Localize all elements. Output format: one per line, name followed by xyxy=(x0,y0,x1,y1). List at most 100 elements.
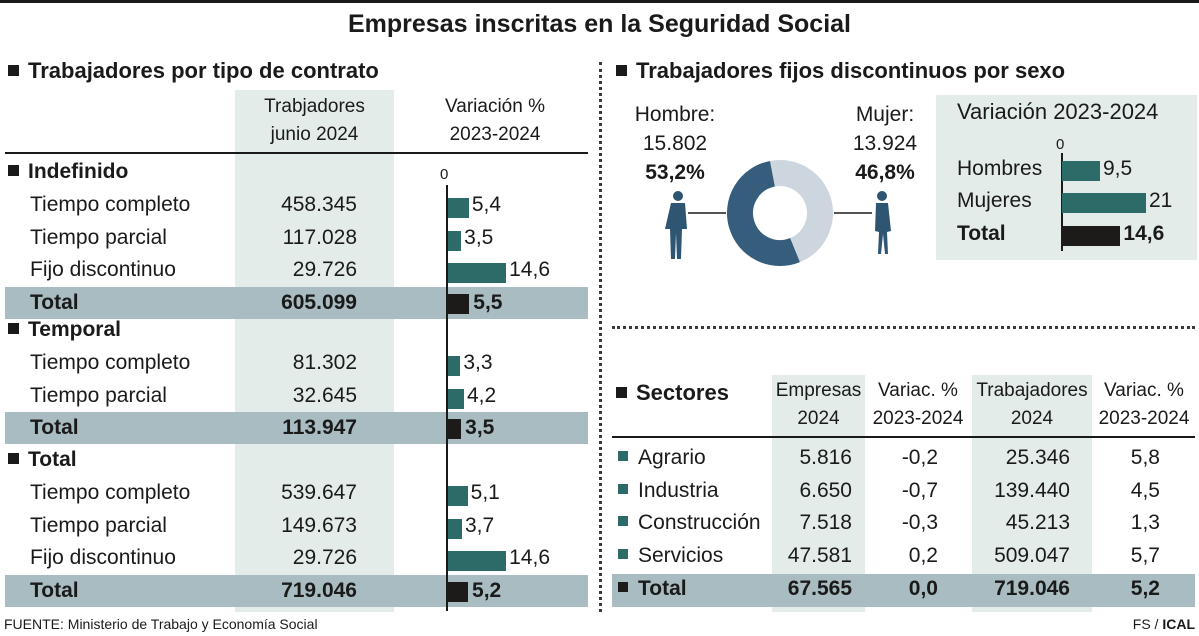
variacion-sexo-value: 21 xyxy=(1149,189,1173,212)
variacion-bar xyxy=(447,551,507,572)
variacion-label: 14,6 xyxy=(509,258,550,282)
col-trabajadores-header-line1: Trabjadores xyxy=(264,96,365,117)
header-line: 2024 xyxy=(1010,408,1054,429)
sectores-header-empresas: Empresas 2024 xyxy=(772,377,865,433)
row-label: Fijo discontinuo xyxy=(30,546,176,570)
footer-credit-brand: ICAL xyxy=(1162,616,1195,632)
sector-var-trabajadores: 5,7 xyxy=(1130,543,1160,567)
square-bullet-icon xyxy=(618,483,628,494)
square-bullet-icon xyxy=(618,548,628,559)
total-variacion-bar xyxy=(447,294,470,315)
donut-chart xyxy=(665,160,891,266)
sector-var-empresas: -0,7 xyxy=(901,478,938,502)
square-bullet-icon xyxy=(618,451,628,462)
col-trabajadores-header-line2: junio 2024 xyxy=(270,124,359,145)
header-line: 2023-2024 xyxy=(1098,408,1190,429)
square-bullet-icon xyxy=(616,386,627,398)
variacion-sexo-bar xyxy=(1062,193,1146,213)
hombre-pct: 53,2% xyxy=(645,161,705,184)
sexo-subtitle-text: Trabajadores fijos discontinuos por sexo xyxy=(636,58,1066,83)
sector-name: Industria xyxy=(638,478,719,502)
row-label: Tiempo completo xyxy=(30,480,191,504)
square-bullet-icon xyxy=(618,516,628,527)
hombre-block: Hombre: 15.802 53,2% xyxy=(620,100,730,187)
sector-label: Agrario xyxy=(618,446,706,470)
variacion-sexo-label: Hombres xyxy=(957,157,1043,180)
sectores-title-text: Sectores xyxy=(636,380,729,405)
sector-trabajadores: 139.440 xyxy=(994,478,1070,502)
row-trabajadores: 81.302 xyxy=(292,350,357,374)
variacion-sexo-label: Total xyxy=(957,222,1006,245)
sector-trabajadores: 45.213 xyxy=(1005,511,1070,534)
sector-var-empresas: 0,2 xyxy=(908,543,938,567)
footer-credit-prefix: FS / xyxy=(1132,616,1163,632)
total-variacion-label: 5,2 xyxy=(472,579,502,603)
sector-var-empresas: 0,0 xyxy=(908,577,938,600)
donut-slice-mujer xyxy=(770,160,833,263)
zero-axis xyxy=(446,185,448,611)
sector-empresas: 5.816 xyxy=(799,446,852,469)
sector-label: Construcción xyxy=(618,511,761,535)
variacion-sexo-bar xyxy=(1062,161,1100,181)
sector-empresas: 47.581 xyxy=(787,543,852,567)
total-variacion-label: 5,5 xyxy=(473,291,503,315)
row-label: Fijo discontinuo xyxy=(30,258,176,282)
sector-name: Servicios xyxy=(638,543,724,567)
variacion-bar xyxy=(447,485,468,506)
footer-source: FUENTE: Ministerio de Trabajo y Economía… xyxy=(4,616,318,632)
row-trabajadores: 539.647 xyxy=(281,480,357,504)
col-variacion-header: Variación % 2023-2024 xyxy=(415,93,575,149)
page-title: Empresas inscritas en la Seguridad Socia… xyxy=(348,10,851,38)
variacion-bar xyxy=(447,518,462,539)
square-bullet-icon xyxy=(8,164,19,176)
contratos-subtitle: Trabajadores por tipo de contrato xyxy=(8,58,379,84)
contratos-subtitle-text: Trabajadores por tipo de contrato xyxy=(28,58,379,83)
variacion-sexo-title: Variación 2023-2024 xyxy=(957,99,1159,124)
group-header-label: Temporal xyxy=(28,318,121,341)
total-row-label: Total xyxy=(30,291,79,315)
sector-empresas: 6.650 xyxy=(799,478,852,502)
square-bullet-icon xyxy=(618,582,628,593)
variacion-label: 3,7 xyxy=(464,513,495,537)
total-row xyxy=(5,412,588,445)
group-header: Total xyxy=(8,448,77,472)
vertical-dotted-divider xyxy=(599,62,602,612)
group-header: Indefinido xyxy=(8,160,128,184)
zero-axis-label: 0 xyxy=(440,166,449,183)
header-line: 2024 xyxy=(797,408,840,429)
row-label: Tiempo parcial xyxy=(30,513,167,537)
variacion-sexo-value: 9,5 xyxy=(1103,157,1133,180)
group-header: Temporal xyxy=(8,318,121,342)
variacion-label: 3,5 xyxy=(464,225,494,249)
row-trabajadores: 149.673 xyxy=(281,513,357,537)
sector-name: Agrario xyxy=(638,446,706,469)
sectores-title: Sectores xyxy=(616,380,729,406)
variacion-label: 14,6 xyxy=(509,546,550,570)
group-header-label: Indefinido xyxy=(28,160,129,183)
sector-var-empresas: -0,2 xyxy=(901,446,938,469)
total-variacion-bar xyxy=(447,582,469,603)
variacion-sexo-bar xyxy=(1062,226,1121,246)
row-trabajadores: 32.645 xyxy=(292,383,357,407)
col-trabajadores-header: Trabjadores junio 2024 xyxy=(235,93,394,149)
row-label: Tiempo parcial xyxy=(30,383,167,407)
col-variacion-header-line2: 2023-2024 xyxy=(449,124,541,145)
total-variacion-label: 3,5 xyxy=(465,416,495,440)
sectores-header-trabajadores: Trabajadores 2024 xyxy=(972,377,1092,433)
variacion-bar xyxy=(447,230,462,251)
total-trabajadores: 605.099 xyxy=(281,291,357,315)
sector-var-trabajadores: 5,8 xyxy=(1130,446,1160,469)
top-rule xyxy=(0,0,1199,3)
variacion-sexo-zero: 0 xyxy=(1056,136,1065,153)
sector-label: Industria xyxy=(618,479,719,503)
variacion-bar xyxy=(447,263,507,284)
footer-credit: FS / ICAL xyxy=(1133,616,1195,632)
variacion-bar xyxy=(447,388,464,409)
variacion-bar xyxy=(447,355,461,376)
sector-trabajadores: 719.046 xyxy=(994,577,1070,600)
trabajadores-column-bg xyxy=(235,90,394,612)
sector-var-trabajadores: 4,5 xyxy=(1130,478,1160,502)
row-label: Tiempo completo xyxy=(30,192,191,216)
variacion-label: 5,4 xyxy=(471,192,502,216)
sectores-header-var-trab: Variac. % 2023-2024 xyxy=(1094,377,1194,433)
